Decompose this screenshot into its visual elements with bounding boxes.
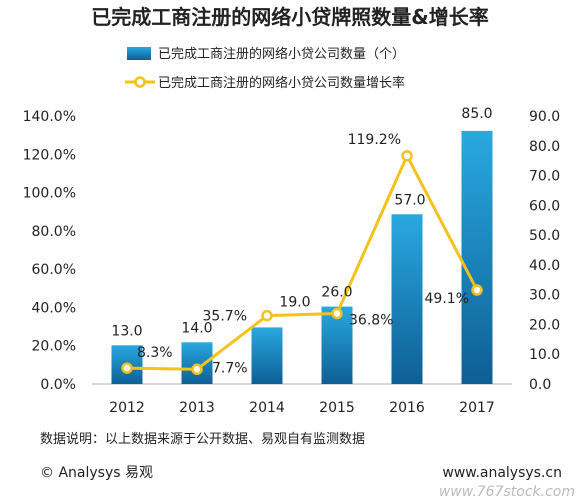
x-tick-label: 2014 <box>249 400 285 416</box>
bar <box>181 342 213 384</box>
x-tick-label: 2012 <box>109 400 145 416</box>
x-tick-label: 2017 <box>459 400 495 416</box>
y-left-tick: 120.0% <box>23 147 76 163</box>
bars <box>111 130 493 384</box>
x-tick-label: 2015 <box>319 400 355 416</box>
growth-value-label: 36.8% <box>349 313 393 329</box>
legend: 已完成工商注册的网络小贷公司数量（个） 已完成工商注册的网络小贷公司数量增长率 <box>125 46 405 91</box>
y-left-tick: 100.0% <box>23 186 76 202</box>
growth-value-label: 35.7% <box>203 309 247 325</box>
bar-value-label: 13.0 <box>111 323 142 339</box>
y-left-tick: 140.0% <box>23 109 76 125</box>
y-right-tick: 50.0 <box>529 228 560 244</box>
y-right-tick: 30.0 <box>529 288 560 304</box>
y-right-tick: 60.0 <box>529 198 560 214</box>
bar-value-label: 26.0 <box>321 285 352 301</box>
growth-value-label: 119.2% <box>348 132 401 148</box>
x-tick-label: 2016 <box>389 400 425 416</box>
growth-line-layer: 13.0 14.0 19.0 26.0 57.0 85.0 8.3% 7.7% 35.7% 36.… <box>111 106 492 376</box>
y-left-tick: 40.0% <box>32 300 76 316</box>
y-left-tick: 80.0% <box>32 224 76 240</box>
y-right-tick: 0.0 <box>529 377 551 393</box>
y-right-tick: 90.0 <box>529 109 560 125</box>
y-left-tick: 0.0% <box>40 377 76 393</box>
bar <box>391 214 423 384</box>
footer-url: www.analysys.cn <box>442 465 562 481</box>
legend-bar-label: 已完成工商注册的网络小贷公司数量（个） <box>158 46 405 62</box>
bar-value-label: 19.0 <box>279 294 310 310</box>
bar-value-label: 14.0 <box>181 320 212 336</box>
y-right-tick: 20.0 <box>529 317 560 333</box>
y-right-tick: 80.0 <box>529 139 560 155</box>
growth-value-label: 7.7% <box>212 360 248 376</box>
y-left-tick: 60.0% <box>32 262 76 278</box>
bar-value-label: 57.0 <box>394 192 425 208</box>
bar <box>321 306 353 384</box>
growth-point <box>471 284 483 296</box>
watermark: www.767stock.com <box>439 484 575 500</box>
bar-value-label: 85.0 <box>461 106 492 122</box>
x-tick-label: 2013 <box>179 400 215 416</box>
bar <box>251 327 283 384</box>
footer-brand: © Analysys 易观 <box>40 465 153 481</box>
growth-line <box>126 154 479 371</box>
growth-value-label: 49.1% <box>425 291 469 307</box>
y-right-tick: 40.0 <box>529 258 560 274</box>
axes: 0.0% 20.0% 40.0% 60.0% 80.0% 100.0% 120.0% 140.… <box>23 109 561 416</box>
growth-point <box>191 363 203 376</box>
growth-point <box>331 307 343 320</box>
legend-bar-swatch <box>127 47 151 60</box>
y-right-tick: 70.0 <box>529 169 560 185</box>
growth-point <box>401 150 413 162</box>
y-right-tick: 10.0 <box>529 347 560 363</box>
data-note: 数据说明：以上数据来源于公开数据、易观自有监测数据 <box>40 432 365 447</box>
y-left-tick: 20.0% <box>32 339 76 355</box>
growth-value-label: 8.3% <box>137 345 173 361</box>
legend-line-label: 已完成工商注册的网络小贷公司数量增长率 <box>158 75 405 91</box>
growth-point <box>121 362 133 374</box>
bar <box>461 130 493 384</box>
growth-point <box>261 309 273 322</box>
chart-title: 已完成工商注册的网络小贷牌照数量&增长率 <box>91 5 488 29</box>
legend-line-marker <box>134 76 146 88</box>
